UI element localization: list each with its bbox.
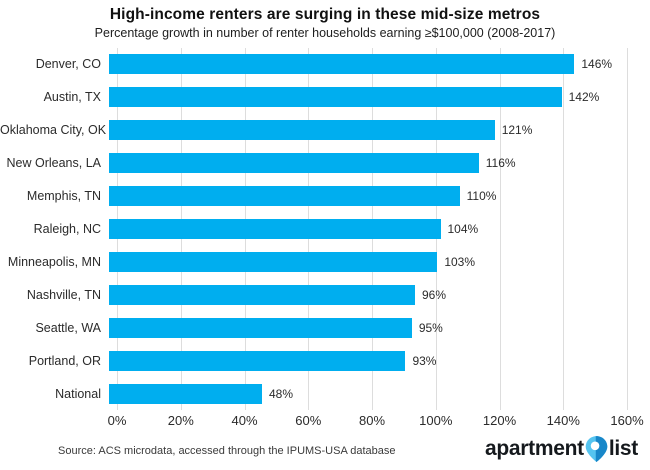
bar — [109, 186, 460, 207]
bar-track: 93% — [109, 350, 619, 371]
logo-text-apartment: apartment — [485, 437, 584, 460]
category-label: Minneapolis, MN — [7, 254, 101, 269]
bar-row: Denver, CO 146% — [0, 48, 650, 81]
bar-row: Nashville, TN 96% — [0, 278, 650, 311]
bar-track: 103% — [109, 251, 619, 272]
bar-track: 142% — [109, 87, 619, 108]
value-label: 96% — [422, 287, 447, 302]
bar — [109, 218, 441, 239]
x-tick-label: 120% — [482, 413, 517, 428]
bar-row: Portland, OR 93% — [0, 344, 650, 377]
category-label: Oklahoma City, OK — [0, 123, 107, 138]
bar — [109, 251, 438, 272]
value-label: 104% — [447, 221, 479, 236]
bar — [109, 317, 412, 338]
value-label: 110% — [466, 189, 497, 204]
category-label: New Orleans, LA — [6, 156, 101, 171]
bar-track: 116% — [109, 153, 619, 174]
bar — [109, 350, 406, 371]
category-label: Raleigh, NC — [33, 221, 101, 236]
x-tick-label: 100% — [419, 413, 453, 428]
bar-row: National 48% — [0, 377, 650, 410]
value-label: 146% — [581, 57, 613, 72]
x-axis: 0% 20% 40% 60% 80% 100% 120% 140% 160% — [0, 413, 650, 431]
bar — [109, 153, 479, 174]
gridline-160% — [627, 48, 628, 410]
category-label: Seattle, WA — [35, 320, 101, 335]
x-tick-label: 140% — [546, 413, 580, 428]
value-label: 93% — [412, 353, 437, 368]
category-label: Denver, CO — [35, 57, 101, 72]
category-label: National — [55, 386, 101, 401]
x-tick-label: 80% — [358, 413, 386, 428]
bar — [109, 87, 562, 108]
chart-title: High-income renters are surging in these… — [109, 6, 541, 23]
x-tick-label: 20% — [167, 413, 194, 428]
bar — [109, 120, 495, 141]
category-label: Portland, OR — [28, 353, 101, 368]
chart-subtitle: Percentage growth in number of renter ho… — [94, 26, 556, 40]
bar — [109, 383, 262, 404]
bar-track: 104% — [109, 218, 619, 239]
value-label: 142% — [568, 90, 600, 105]
source-text: Source: ACS microdata, accessed through … — [58, 445, 396, 457]
bar-track: 121% — [109, 120, 619, 141]
bar-row: Minneapolis, MN 103% — [0, 245, 650, 278]
bar-track: 95% — [109, 317, 619, 338]
x-tick-label: 160% — [610, 413, 644, 428]
value-label: 121% — [501, 123, 533, 138]
bar-track: 48% — [109, 383, 619, 404]
logo-text-list: list — [608, 437, 638, 460]
bar-row: Austin, TX 142% — [0, 81, 650, 114]
value-label: 95% — [418, 320, 443, 335]
bar-row: Seattle, WA 95% — [0, 311, 650, 344]
bar-track: 110% — [109, 186, 619, 207]
bar-row: Memphis, TN 110% — [0, 180, 650, 213]
category-label: Austin, TX — [43, 90, 101, 105]
x-tick-label: 0% — [107, 413, 127, 428]
bar-row: Raleigh, NC 104% — [0, 213, 650, 246]
bar — [109, 284, 415, 305]
x-tick-label: 40% — [231, 413, 258, 428]
gridline-120% — [499, 48, 501, 410]
value-label: 103% — [444, 254, 476, 269]
bar — [109, 54, 575, 75]
gridline-140% — [563, 48, 565, 410]
category-label: Memphis, TN — [26, 189, 101, 204]
category-label: Nashville, TN — [26, 287, 101, 302]
bar-row: New Orleans, LA 116% — [0, 147, 650, 180]
value-label: 116% — [485, 156, 516, 171]
x-tick-label: 60% — [295, 413, 322, 428]
value-label: 48% — [269, 386, 294, 401]
location-pin-icon — [585, 435, 608, 463]
bar-track: 96% — [109, 284, 619, 305]
bar-rows: Denver, CO 146% Austin, TX 142% Oklahoma Cit… — [0, 48, 650, 410]
bar-track: 146% — [109, 54, 619, 75]
brand-logo: apartment list — [485, 435, 638, 463]
bar-row: Oklahoma City, OK 121% — [0, 114, 650, 147]
